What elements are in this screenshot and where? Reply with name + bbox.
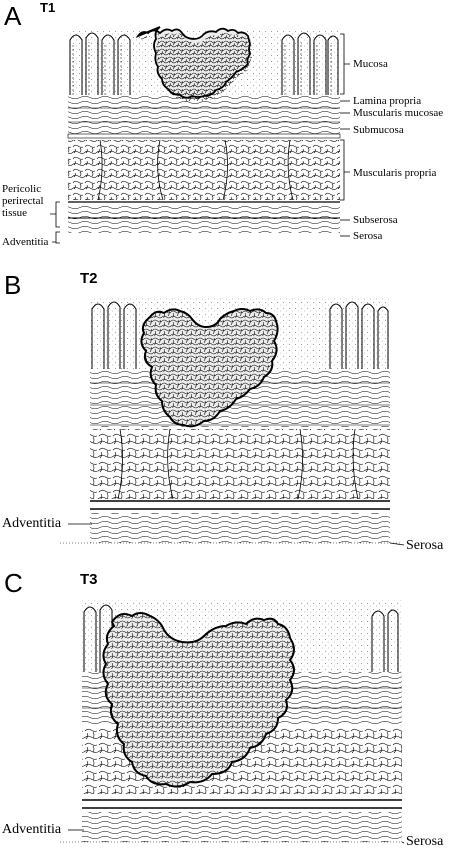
label-leaders: [68, 523, 405, 546]
stage-label: T3: [80, 571, 98, 588]
label-adventitia: Adventitia: [2, 516, 62, 531]
stage-label: T2: [80, 270, 98, 287]
label-serosa: Serosa: [406, 538, 444, 553]
tumor-texture: [141, 309, 278, 427]
label-perirectal: perirectal: [2, 195, 44, 207]
panel-a: A T1: [0, 0, 454, 265]
panel-c: C T3: [0, 560, 454, 850]
label-lamina-propria: Lamina propria: [353, 95, 422, 107]
label-serosa: Serosa: [406, 834, 444, 849]
label-mucosa: Mucosa: [353, 58, 388, 70]
label-submucosa: Submucosa: [353, 124, 404, 136]
label-muscularis-propria: Muscularis propria: [353, 167, 437, 179]
label-muscularis-mucosae: Muscularis mucosae: [353, 107, 444, 119]
panel-letter: A: [4, 1, 22, 31]
serosa-layer: [60, 799, 402, 843]
tissue-cross-section: [60, 600, 405, 844]
label-leaders: [68, 829, 405, 844]
label-pericolic: Pericolic: [2, 183, 42, 195]
tissue-cross-section: [60, 297, 405, 546]
tissue-cross-section: [50, 26, 350, 244]
label-subserosa: Subserosa: [353, 214, 398, 226]
panel-b: B T2: [0, 265, 454, 560]
muscularis-mucosae-layer: [68, 96, 340, 134]
panel-letter: C: [4, 568, 23, 598]
tumor-texture: [140, 31, 252, 102]
label-serosa: Serosa: [353, 230, 383, 242]
label-tissue: tissue: [2, 207, 28, 219]
panel-letter: B: [4, 270, 22, 300]
label-brackets: [50, 33, 350, 244]
tumor-texture: [103, 613, 294, 787]
submucosa-layer: [67, 133, 341, 139]
stage-label: T1: [40, 0, 56, 15]
muscularis-propria-layer: [90, 428, 390, 500]
serosa-layer: [60, 500, 400, 544]
muscularis-propria-layer: [68, 139, 340, 201]
serosa-layer: [68, 201, 340, 233]
label-adventitia: Adventitia: [2, 822, 62, 837]
label-adventitia: Adventitia: [2, 236, 49, 248]
